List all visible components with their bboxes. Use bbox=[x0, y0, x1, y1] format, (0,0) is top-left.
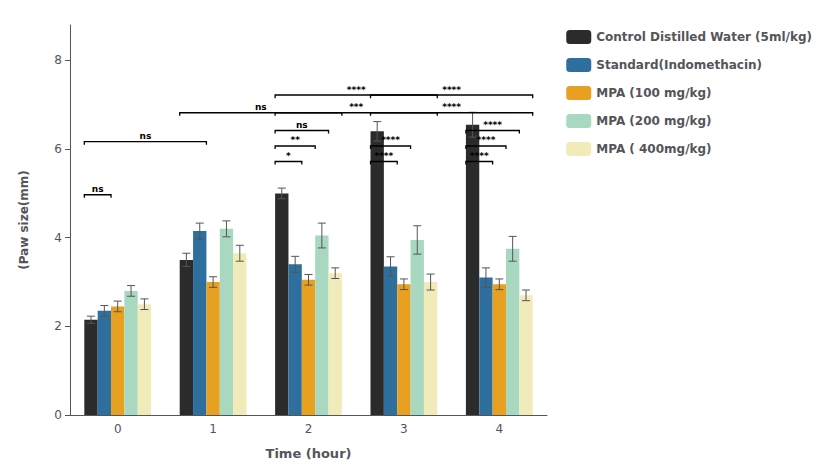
svg-text:ns: ns bbox=[139, 131, 151, 141]
svg-text:1: 1 bbox=[209, 422, 217, 436]
svg-text:MPA ( 400mg/kg): MPA ( 400mg/kg) bbox=[596, 142, 711, 156]
svg-text:ns: ns bbox=[255, 102, 267, 112]
svg-text:MPA (200 mg/kg): MPA (200 mg/kg) bbox=[596, 114, 711, 128]
svg-text:4: 4 bbox=[54, 231, 62, 245]
svg-text:ns: ns bbox=[296, 120, 308, 130]
svg-text:2: 2 bbox=[54, 319, 62, 333]
svg-text:Standard(Indomethacin): Standard(Indomethacin) bbox=[596, 58, 762, 72]
svg-text:0: 0 bbox=[114, 422, 122, 436]
svg-text:0: 0 bbox=[54, 408, 62, 422]
svg-text:3: 3 bbox=[400, 422, 408, 436]
svg-text:****: **** bbox=[381, 135, 400, 145]
svg-text:**: ** bbox=[290, 135, 300, 145]
svg-text:Time (hour): Time (hour) bbox=[266, 446, 352, 461]
svg-text:4: 4 bbox=[495, 422, 503, 436]
svg-text:****: **** bbox=[347, 85, 366, 95]
svg-text:(Paw size(mm): (Paw size(mm) bbox=[17, 170, 31, 270]
svg-text:***: *** bbox=[349, 102, 363, 112]
svg-text:****: **** bbox=[442, 102, 461, 112]
svg-text:2: 2 bbox=[305, 422, 313, 436]
svg-text:****: **** bbox=[483, 120, 502, 130]
svg-text:Control Distilled Water (5ml/k: Control Distilled Water (5ml/kg) bbox=[596, 30, 812, 44]
svg-text:8: 8 bbox=[54, 53, 62, 67]
svg-text:6: 6 bbox=[54, 142, 62, 156]
svg-text:MPA (100 mg/kg): MPA (100 mg/kg) bbox=[596, 86, 711, 100]
svg-text:ns: ns bbox=[92, 184, 104, 194]
svg-text:****: **** bbox=[477, 135, 496, 145]
svg-text:*: * bbox=[286, 151, 291, 161]
svg-text:****: **** bbox=[470, 151, 489, 161]
svg-text:****: **** bbox=[442, 85, 461, 95]
svg-text:****: **** bbox=[374, 151, 393, 161]
